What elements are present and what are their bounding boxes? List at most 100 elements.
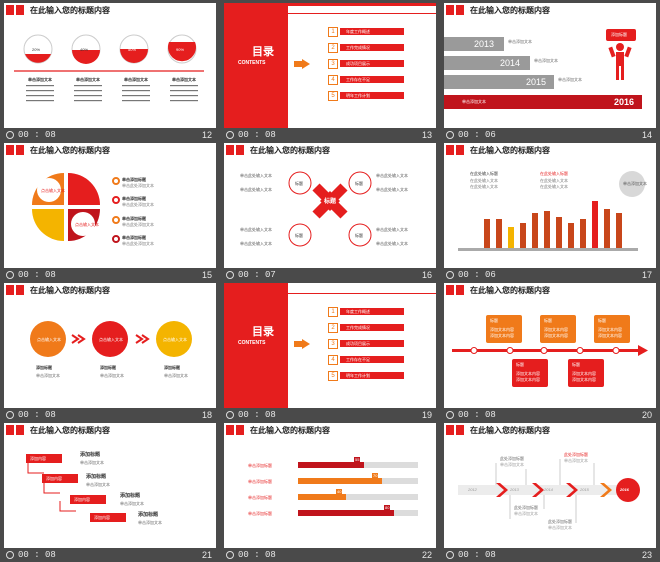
- item-heading: 单击添加标题: [122, 196, 146, 201]
- slide-number: 20: [641, 410, 652, 420]
- slide-title: 在此输入您的标题内容: [470, 286, 550, 295]
- slide-thumbnail-12[interactable]: 在此输入您的标题内容 20% 40% 50% 90% 单击添加文本 单击添加文本…: [4, 3, 216, 142]
- timeline-card: 标题 添加文本内容 添加文本内容: [486, 315, 522, 343]
- slide-thumbnail-21[interactable]: 在此输入您的标题内容 添加内容 添加内容 添加内容 添加内容 添加标题 单击添加…: [4, 423, 216, 562]
- caption: 单击添加文本: [172, 77, 196, 82]
- slide-thumbnail-20[interactable]: 在此输入您的标题内容 标题 添加文本内容 添加文本内容 标题 添加文本内容 添加文本内容…: [444, 283, 656, 422]
- slide-thumbnail-13[interactable]: 目录 CONTENTS 1 年度工作概述 2 工作完成情况 3 成功项目展示 4…: [224, 3, 436, 142]
- slide-duration: 00 : 08: [238, 550, 276, 560]
- toc-bar[interactable]: 工作存在不足: [340, 356, 404, 363]
- clock-icon: [6, 131, 14, 139]
- caption-text: 单击添加文本: [164, 373, 188, 378]
- timeline-arrow: [452, 345, 648, 356]
- slide-number: 13: [421, 130, 432, 140]
- progress-value: 55: [354, 457, 361, 462]
- petal-label: 点击输入文本: [41, 188, 65, 193]
- slide-number: 18: [201, 410, 212, 420]
- toc-label: 工作完成情况: [346, 325, 370, 330]
- slide-duration: 00 : 08: [458, 410, 496, 420]
- caption: 添加标题: [36, 365, 52, 370]
- year-label: 2013: [474, 39, 495, 49]
- percent-circles: [14, 34, 204, 72]
- year-label: 2016: [620, 487, 629, 492]
- slide-footer: 00 : 08 20: [444, 408, 656, 422]
- toc-bar[interactable]: 明年工作计划: [340, 92, 404, 99]
- toc-number: 4: [328, 355, 338, 365]
- cross-diagram: [288, 171, 372, 247]
- step-text: 单击添加文本: [80, 460, 104, 465]
- slide-duration: 00 : 06: [458, 270, 496, 280]
- bar-label: 单击添加标题: [248, 463, 272, 468]
- caption-text: 单击添加文本: [100, 373, 124, 378]
- toc-bar[interactable]: 年度工作概述: [340, 28, 404, 35]
- slide-number: 14: [641, 130, 652, 140]
- year-label: 2014: [544, 487, 553, 492]
- toc-bar[interactable]: 明年工作计划: [340, 372, 404, 379]
- event-text: 单击添加文本: [548, 525, 572, 530]
- slide-footer: 00 : 06 14: [444, 128, 656, 142]
- caption: 单击添加文本: [76, 77, 100, 82]
- clock-icon: [226, 411, 234, 419]
- toc-number: 5: [328, 371, 338, 381]
- toc-bar[interactable]: 工作完成情况: [340, 44, 404, 51]
- badge: 添加标题: [606, 29, 636, 41]
- toc-bar[interactable]: 成功项目展示: [340, 60, 404, 67]
- slide-number: 19: [421, 410, 432, 420]
- timeline-card: 标题 添加文本内容 添加文本内容: [594, 315, 630, 343]
- year-text: 单击添加文本: [462, 99, 486, 104]
- node-text: 单击此处输入文本: [240, 227, 272, 232]
- timeline-card: 标题 添加文本内容 添加文本内容: [540, 315, 576, 343]
- circle-label: 点击输入文本: [163, 337, 187, 342]
- slide-thumbnail-14[interactable]: 在此输入您的标题内容 2013 2014 2015 2016 单击添加文本 单击…: [444, 3, 656, 142]
- card-text: 添加文本内容: [490, 327, 514, 332]
- progress-value: 70: [372, 473, 379, 478]
- slide-thumbnail-18[interactable]: 在此输入您的标题内容 点击输入文本 点击输入文本 点击输入文本 添加标题 单击添…: [4, 283, 216, 422]
- year-label: 2015: [580, 487, 589, 492]
- toc-number: 2: [328, 43, 338, 53]
- toc-bar[interactable]: 成功项目展示: [340, 340, 404, 347]
- card-text: 添加文本内容: [572, 371, 596, 376]
- slide-20: 在此输入您的标题内容 标题 添加文本内容 添加文本内容 标题 添加文本内容 添加文本内容…: [444, 283, 656, 408]
- slide-title: 在此输入您的标题内容: [250, 426, 330, 435]
- toc-bar[interactable]: 工作完成情况: [340, 324, 404, 331]
- slide-15: 在此输入您的标题内容 点击输入文本 点击输入文本 单击添加标题 单击此处添加文本…: [4, 143, 216, 268]
- slide-18: 在此输入您的标题内容 点击输入文本 点击输入文本 点击输入文本 添加标题 单击添…: [4, 283, 216, 408]
- clock-icon: [226, 131, 234, 139]
- caption: 添加标题: [164, 365, 180, 370]
- slide-thumbnail-15[interactable]: 在此输入您的标题内容 点击输入文本 点击输入文本 单击添加标题 单击此处添加文本…: [4, 143, 216, 282]
- caption: 单击添加文本: [28, 77, 52, 82]
- toc-bar[interactable]: 年度工作概述: [340, 308, 404, 315]
- toc-label: 年度工作概述: [346, 29, 370, 34]
- toc-number: 3: [328, 339, 338, 349]
- card-text: 添加文本内容: [544, 327, 568, 332]
- caption: 单击添加文本: [124, 77, 148, 82]
- card-text: 添加文本内容: [598, 327, 622, 332]
- slide-thumbnail-16[interactable]: 在此输入您的标题内容 标题 标题 标题 标题 标题 单击此处输入文本 单击此处输…: [224, 143, 436, 282]
- toc-bar[interactable]: 工作存在不足: [340, 76, 404, 83]
- slide-footer: 00 : 07 16: [224, 268, 436, 282]
- slide-thumbnail-22[interactable]: 在此输入您的标题内容 单击添加标题 单击添加标题 单击添加标题 单击添加标题 5…: [224, 423, 436, 562]
- step-tag: 添加内容: [70, 495, 106, 504]
- item-heading: 单击添加标题: [122, 235, 146, 240]
- column-text: 在此处输入文本: [470, 184, 498, 189]
- text-lines: [26, 85, 198, 102]
- slide-19: 目录 CONTENTS 1 年度工作概述 2 工作完成情况 3 成功项目展示 4…: [224, 283, 436, 408]
- slide-title: 在此输入您的标题内容: [30, 146, 110, 155]
- clock-icon: [446, 551, 454, 559]
- bar-label: 单击添加标题: [248, 511, 272, 516]
- step-connectors: [27, 461, 76, 512]
- slide-22: 在此输入您的标题内容 单击添加标题 单击添加标题 单击添加标题 单击添加标题 5…: [224, 423, 436, 548]
- step-tag: 添加内容: [42, 474, 78, 483]
- slide-16: 在此输入您的标题内容 标题 标题 标题 标题 标题 单击此处输入文本 单击此处输…: [224, 143, 436, 268]
- slide-thumbnail-23[interactable]: 在此输入您的标题内容 2012 2013 2014 2015 2016 此处添加…: [444, 423, 656, 562]
- slide-thumbnail-17[interactable]: 在此输入您的标题内容 在此处输入标题 在此处输入文本 在此处输入文本 在此处输入…: [444, 143, 656, 282]
- toc-heading: 目录: [252, 46, 274, 58]
- toc-heading: 目录: [252, 326, 274, 338]
- node-text: 单击此处输入文本: [376, 241, 408, 246]
- arrow-icon: [302, 59, 310, 69]
- year-label: 2015: [526, 77, 547, 87]
- slide-14: 在此输入您的标题内容 2013 2014 2015 2016 单击添加文本 单击…: [444, 3, 656, 128]
- bar-label: 单击添加标题: [248, 479, 272, 484]
- slide-thumbnail-19[interactable]: 目录 CONTENTS 1 年度工作概述 2 工作完成情况 3 成功项目展示 4…: [224, 283, 436, 422]
- node-text: 单击此处输入文本: [240, 173, 272, 178]
